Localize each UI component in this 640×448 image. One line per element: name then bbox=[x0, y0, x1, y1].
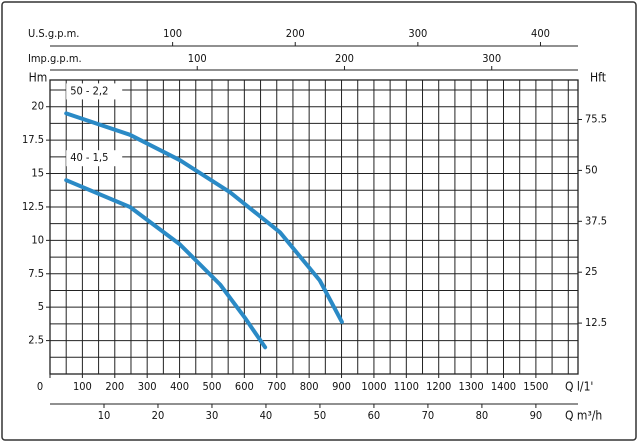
x-tick-label: 300 bbox=[138, 380, 157, 393]
y2-tick-label: 37.5 bbox=[585, 214, 607, 227]
y2-axis-label: Hft bbox=[590, 71, 606, 85]
x2-axis-label: Q m³/h bbox=[565, 409, 602, 423]
top-axis-label: U.S.g.p.m. bbox=[28, 27, 79, 40]
y-tick-label: 7.5 bbox=[28, 267, 44, 280]
x-tick-label: 600 bbox=[235, 380, 254, 393]
curve-label-box bbox=[66, 150, 123, 167]
x-tick-label: 400 bbox=[170, 380, 189, 393]
x-tick-label: 0 bbox=[37, 380, 43, 393]
top-tick-label: 100 bbox=[163, 27, 182, 40]
y-tick-label: 15 bbox=[31, 167, 44, 180]
x2-tick-label: 10 bbox=[98, 409, 111, 422]
x-tick-label: 900 bbox=[332, 380, 351, 393]
y-tick-label: 2.5 bbox=[28, 334, 44, 347]
curve bbox=[64, 111, 344, 324]
x-tick-label: 700 bbox=[267, 380, 286, 393]
top-tick-label: 200 bbox=[335, 52, 354, 65]
y-tick-label: 10 bbox=[31, 233, 44, 246]
x2-tick-label: 20 bbox=[152, 409, 165, 422]
x-tick-label: 1300 bbox=[459, 380, 484, 393]
y-tick-label: 20 bbox=[31, 100, 44, 113]
x-tick-label: 100 bbox=[73, 380, 92, 393]
curve-label: 40 - 1,5 bbox=[70, 151, 108, 164]
top-tick-label: 200 bbox=[286, 27, 305, 40]
y-tick-label: 5 bbox=[38, 300, 44, 313]
y2-tick-label: 50 bbox=[585, 163, 598, 176]
top-tick-label: 100 bbox=[188, 52, 207, 65]
y-tick-label: 12.5 bbox=[22, 200, 44, 213]
x2-tick-label: 70 bbox=[422, 409, 435, 422]
frame bbox=[1, 1, 637, 441]
top-tick-label: 400 bbox=[531, 27, 550, 40]
x-tick-label: 1000 bbox=[361, 380, 386, 393]
x-tick-label: 200 bbox=[105, 380, 124, 393]
x2-tick-label: 60 bbox=[368, 409, 381, 422]
y2-tick-label: 75.5 bbox=[585, 112, 607, 125]
x-tick-label: 500 bbox=[203, 380, 222, 393]
x-axis-label: Q l/1' bbox=[565, 380, 593, 394]
y-axis-label: Hm bbox=[29, 71, 48, 85]
x-tick-label: 1200 bbox=[426, 380, 451, 393]
plot-frame bbox=[49, 79, 579, 375]
y2-tick-label: 25 bbox=[585, 265, 598, 278]
top-axis-label: Imp.g.p.m. bbox=[28, 52, 82, 65]
curve bbox=[64, 178, 268, 350]
x-tick-label: 1400 bbox=[491, 380, 516, 393]
x-tick-label: 800 bbox=[300, 380, 319, 393]
y2-tick-label: 12.5 bbox=[585, 316, 607, 329]
x2-tick-label: 80 bbox=[476, 409, 489, 422]
x-tick-label: 1100 bbox=[394, 380, 419, 393]
top-tick-label: 300 bbox=[482, 52, 501, 65]
top-tick-label: 300 bbox=[408, 27, 427, 40]
x2-tick-label: 30 bbox=[206, 409, 219, 422]
x2-tick-label: 90 bbox=[530, 409, 543, 422]
y-tick-label: 17.5 bbox=[22, 133, 44, 146]
curve-label-box bbox=[66, 83, 123, 100]
curve-label: 50 - 2,2 bbox=[70, 84, 108, 97]
x-tick-label: 1500 bbox=[523, 380, 548, 393]
x2-tick-label: 40 bbox=[260, 409, 273, 422]
x2-tick-label: 50 bbox=[314, 409, 327, 422]
